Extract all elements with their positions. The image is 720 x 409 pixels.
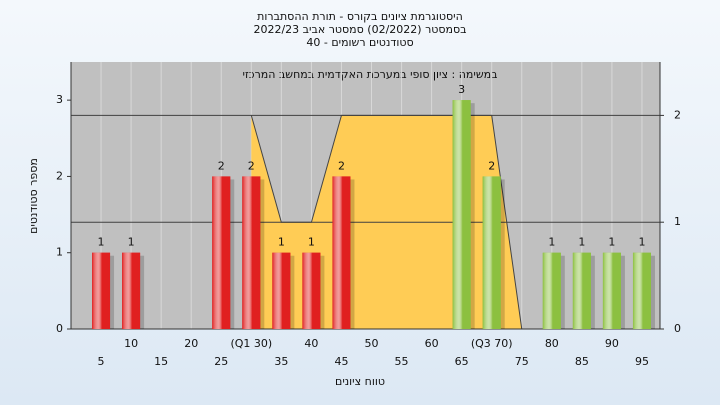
bar-shine xyxy=(302,252,321,329)
x-tick-label: 40 xyxy=(304,337,318,350)
data-label: 2 xyxy=(338,159,345,172)
x-tick-label: 90 xyxy=(605,337,619,350)
bar-shine xyxy=(272,252,291,329)
title-line: היסטוגרמת ציונים בקורס - תורת ההסתברות xyxy=(257,10,463,23)
x-tick-label: 50 xyxy=(365,337,379,350)
data-label: 1 xyxy=(308,236,315,249)
bar-shine xyxy=(542,252,561,329)
data-label: 1 xyxy=(128,236,135,249)
title-line: סטודנטים רשומים - 40 xyxy=(306,36,413,49)
bar-shine xyxy=(92,252,111,329)
annotation: במשימה : ציון סופי במערכת האקדמית במחשב … xyxy=(243,68,498,81)
title-line: בסמסטר (02/2022) סמסטר אביב 2022/23 xyxy=(253,23,466,36)
data-label: 1 xyxy=(98,236,105,249)
x-tick-label: 65 xyxy=(455,355,469,368)
x-tick-label: 20 xyxy=(184,337,198,350)
data-label: 1 xyxy=(638,236,645,249)
bar-shine xyxy=(482,176,501,329)
x-tick-label: 60 xyxy=(425,337,439,350)
x-tick-label: 5 xyxy=(98,355,105,368)
area-outline xyxy=(250,114,523,330)
x-tick-label: 25 xyxy=(214,355,228,368)
bar-shine xyxy=(242,176,261,329)
bar-shine xyxy=(602,252,621,329)
y-axis-label: מספר סטודנטים xyxy=(27,158,40,234)
data-label: 1 xyxy=(578,236,585,249)
data-label: 1 xyxy=(548,236,555,249)
bar-shine xyxy=(332,176,351,329)
bar-shine xyxy=(632,252,651,329)
data-label: 2 xyxy=(488,159,495,172)
y2-tick-label: 1 xyxy=(674,215,681,228)
x-tick-label: 15 xyxy=(154,355,168,368)
bar-shine xyxy=(212,176,231,329)
data-label: 2 xyxy=(218,159,225,172)
x-tick-label: 85 xyxy=(575,355,589,368)
y2-tick-label: 0 xyxy=(674,322,681,335)
x-tick-label: 55 xyxy=(395,355,409,368)
bar-shine xyxy=(122,252,141,329)
x-tick-label: 75 xyxy=(515,355,529,368)
x-tick-label: 10 xyxy=(124,337,138,350)
x-tick-label: 80 xyxy=(545,337,559,350)
y-tick-label: 1 xyxy=(56,246,63,259)
data-label: 1 xyxy=(278,236,285,249)
y2-tick-label: 2 xyxy=(674,108,681,121)
data-label: 3 xyxy=(458,83,465,96)
y-tick-label: 3 xyxy=(56,93,63,106)
y-tick-label: 0 xyxy=(56,322,63,335)
x-tick-label: 45 xyxy=(334,355,348,368)
bar-shine xyxy=(572,252,591,329)
bar-shine xyxy=(452,100,471,330)
data-label: 1 xyxy=(608,236,615,249)
x-tick-label: 35 xyxy=(274,355,288,368)
x-axis-label: טווח ציונים xyxy=(335,375,385,388)
data-label: 2 xyxy=(248,159,255,172)
x-tick-label: 95 xyxy=(635,355,649,368)
y-tick-label: 2 xyxy=(56,169,63,182)
x-tick-label: (Q3 70) xyxy=(471,337,513,350)
x-tick-label: (Q1 30) xyxy=(230,337,272,350)
